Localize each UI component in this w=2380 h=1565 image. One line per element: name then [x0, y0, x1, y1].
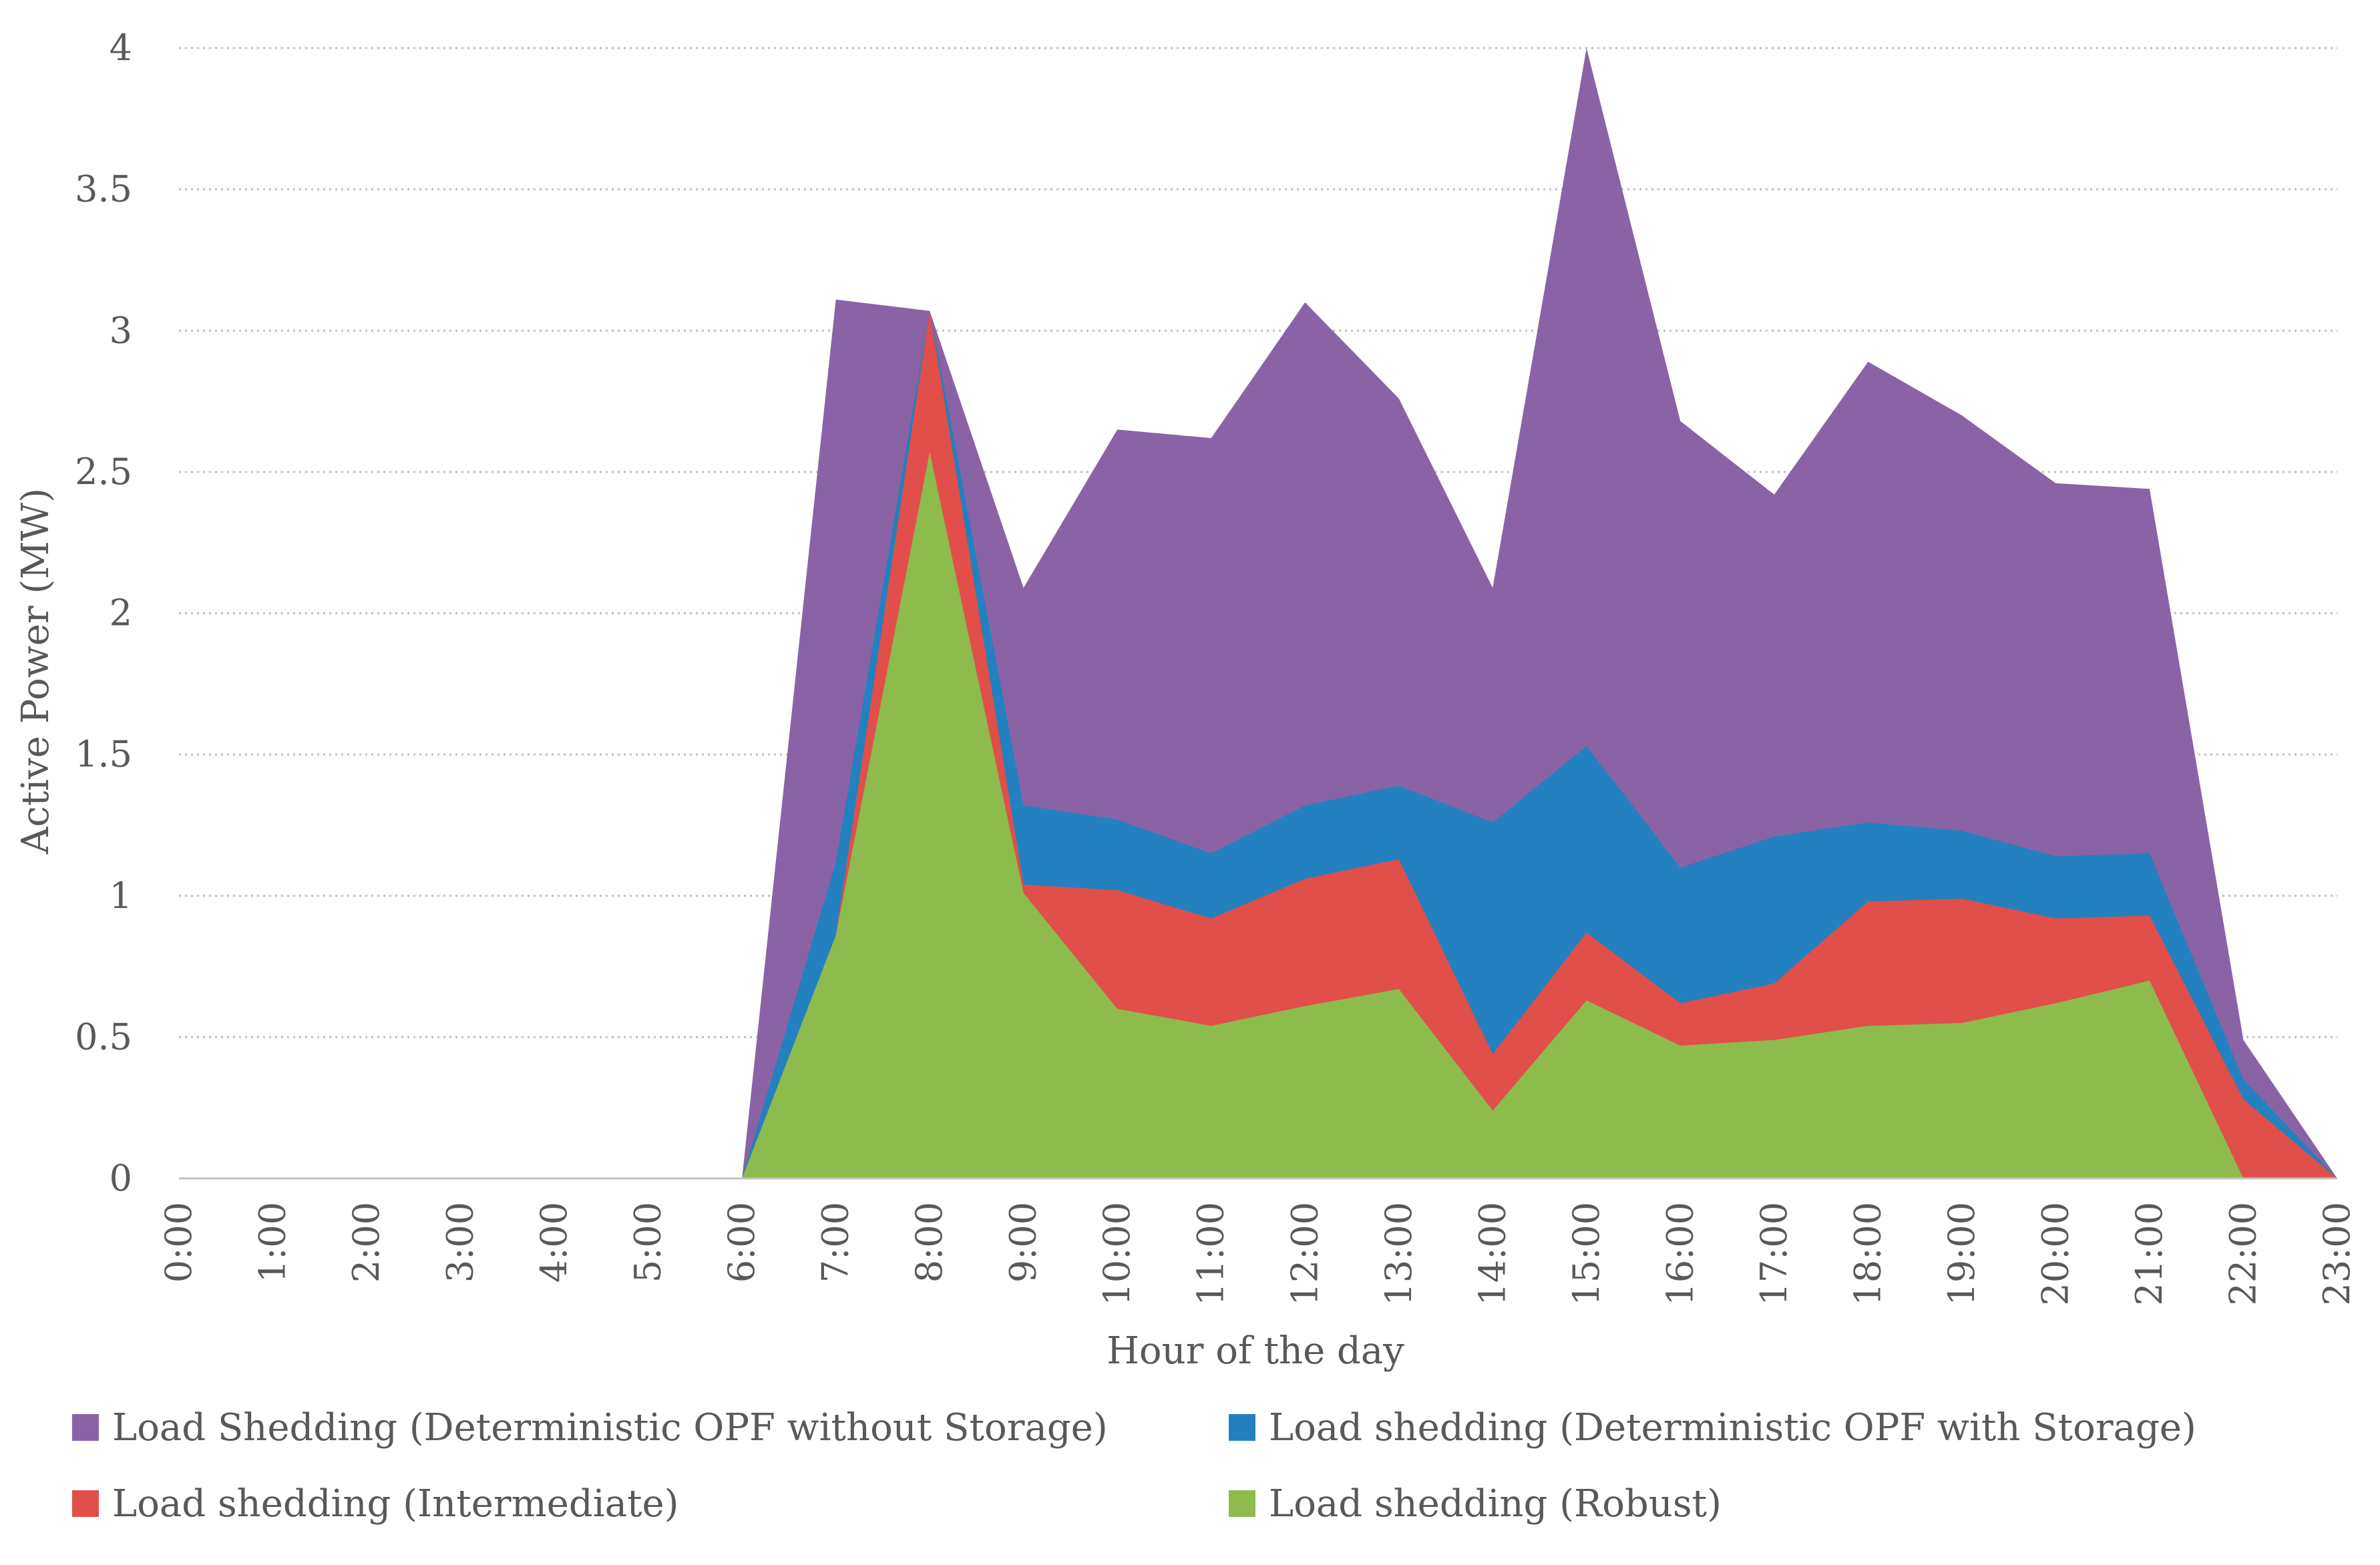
y-tick-label: 0 — [110, 1157, 132, 1199]
legend-item-opf-without-storage: Load Shedding (Deterministic OPF without… — [72, 1406, 1108, 1449]
y-tick-label: 1.5 — [75, 733, 132, 775]
x-tick-label: 21:00 — [2128, 1202, 2170, 1306]
legend-label-opf-with-storage: Load shedding (Deterministic OPF with St… — [1269, 1406, 2196, 1449]
y-tick-label: 3 — [110, 309, 132, 351]
x-tick-label: 10:00 — [1096, 1202, 1138, 1306]
y-tick-label: 4 — [110, 27, 132, 69]
legend-swatch-opf-without-storage — [72, 1414, 99, 1441]
x-axis-ticks: 0:00 1:00 2:00 3:00 4:00 5:00 6:00 7:00 8:00 9:00… — [158, 1202, 2358, 1306]
x-tick-label: 8:00 — [908, 1202, 950, 1283]
legend-swatch-robust — [1229, 1490, 1255, 1517]
x-tick-label: 13:00 — [1378, 1202, 1420, 1306]
y-tick-label: 2 — [110, 592, 132, 634]
x-tick-label: 11:00 — [1190, 1202, 1232, 1306]
legend: Load Shedding (Deterministic OPF without… — [72, 1406, 2196, 1526]
x-tick-label: 0:00 — [158, 1202, 200, 1283]
y-tick-label: 3.5 — [75, 168, 132, 210]
x-tick-label: 7:00 — [815, 1202, 857, 1283]
x-tick-label: 19:00 — [1941, 1202, 1983, 1306]
x-tick-label: 12:00 — [1283, 1202, 1326, 1306]
x-tick-label: 23:00 — [2316, 1202, 2358, 1306]
legend-swatch-opf-with-storage — [1229, 1414, 1255, 1441]
x-tick-label: 4:00 — [533, 1202, 575, 1283]
y-axis-ticks: 0 0.5 1 1.5 2 2.5 3 3.5 4 — [75, 27, 132, 1199]
legend-label-opf-without-storage: Load Shedding (Deterministic OPF without… — [112, 1406, 1108, 1449]
plot-areas — [179, 48, 2337, 1178]
legend-item-opf-with-storage: Load shedding (Deterministic OPF with St… — [1229, 1406, 2196, 1449]
x-tick-label: 18:00 — [1846, 1202, 1889, 1306]
x-tick-label: 15:00 — [1565, 1202, 1607, 1306]
x-tick-label: 3:00 — [439, 1202, 481, 1283]
x-tick-label: 2:00 — [345, 1202, 387, 1283]
y-axis-title: Active Power (MW) — [14, 488, 57, 855]
x-tick-label: 9:00 — [1002, 1202, 1044, 1283]
area-robust — [179, 452, 2337, 1178]
x-tick-label: 16:00 — [1659, 1202, 1701, 1306]
legend-item-intermediate: Load shedding (Intermediate) — [72, 1482, 679, 1526]
x-tick-label: 5:00 — [627, 1202, 669, 1283]
legend-item-robust: Load shedding (Robust) — [1229, 1482, 1722, 1526]
legend-label-intermediate: Load shedding (Intermediate) — [112, 1482, 679, 1526]
y-tick-label: 0.5 — [75, 1016, 132, 1058]
x-tick-label: 6:00 — [721, 1202, 763, 1283]
legend-label-robust: Load shedding (Robust) — [1269, 1482, 1722, 1526]
x-tick-label: 14:00 — [1471, 1202, 1513, 1306]
area-opf-with-storage — [179, 310, 2337, 1178]
x-tick-label: 20:00 — [2034, 1202, 2076, 1306]
x-tick-label: 17:00 — [1753, 1202, 1795, 1306]
x-tick-label: 1:00 — [252, 1202, 294, 1283]
y-tick-label: 2.5 — [75, 451, 132, 493]
legend-swatch-intermediate — [72, 1490, 99, 1517]
y-tick-label: 1 — [110, 875, 132, 917]
x-tick-label: 22:00 — [2222, 1202, 2264, 1306]
x-axis-title: Hour of the day — [1107, 1329, 1404, 1373]
